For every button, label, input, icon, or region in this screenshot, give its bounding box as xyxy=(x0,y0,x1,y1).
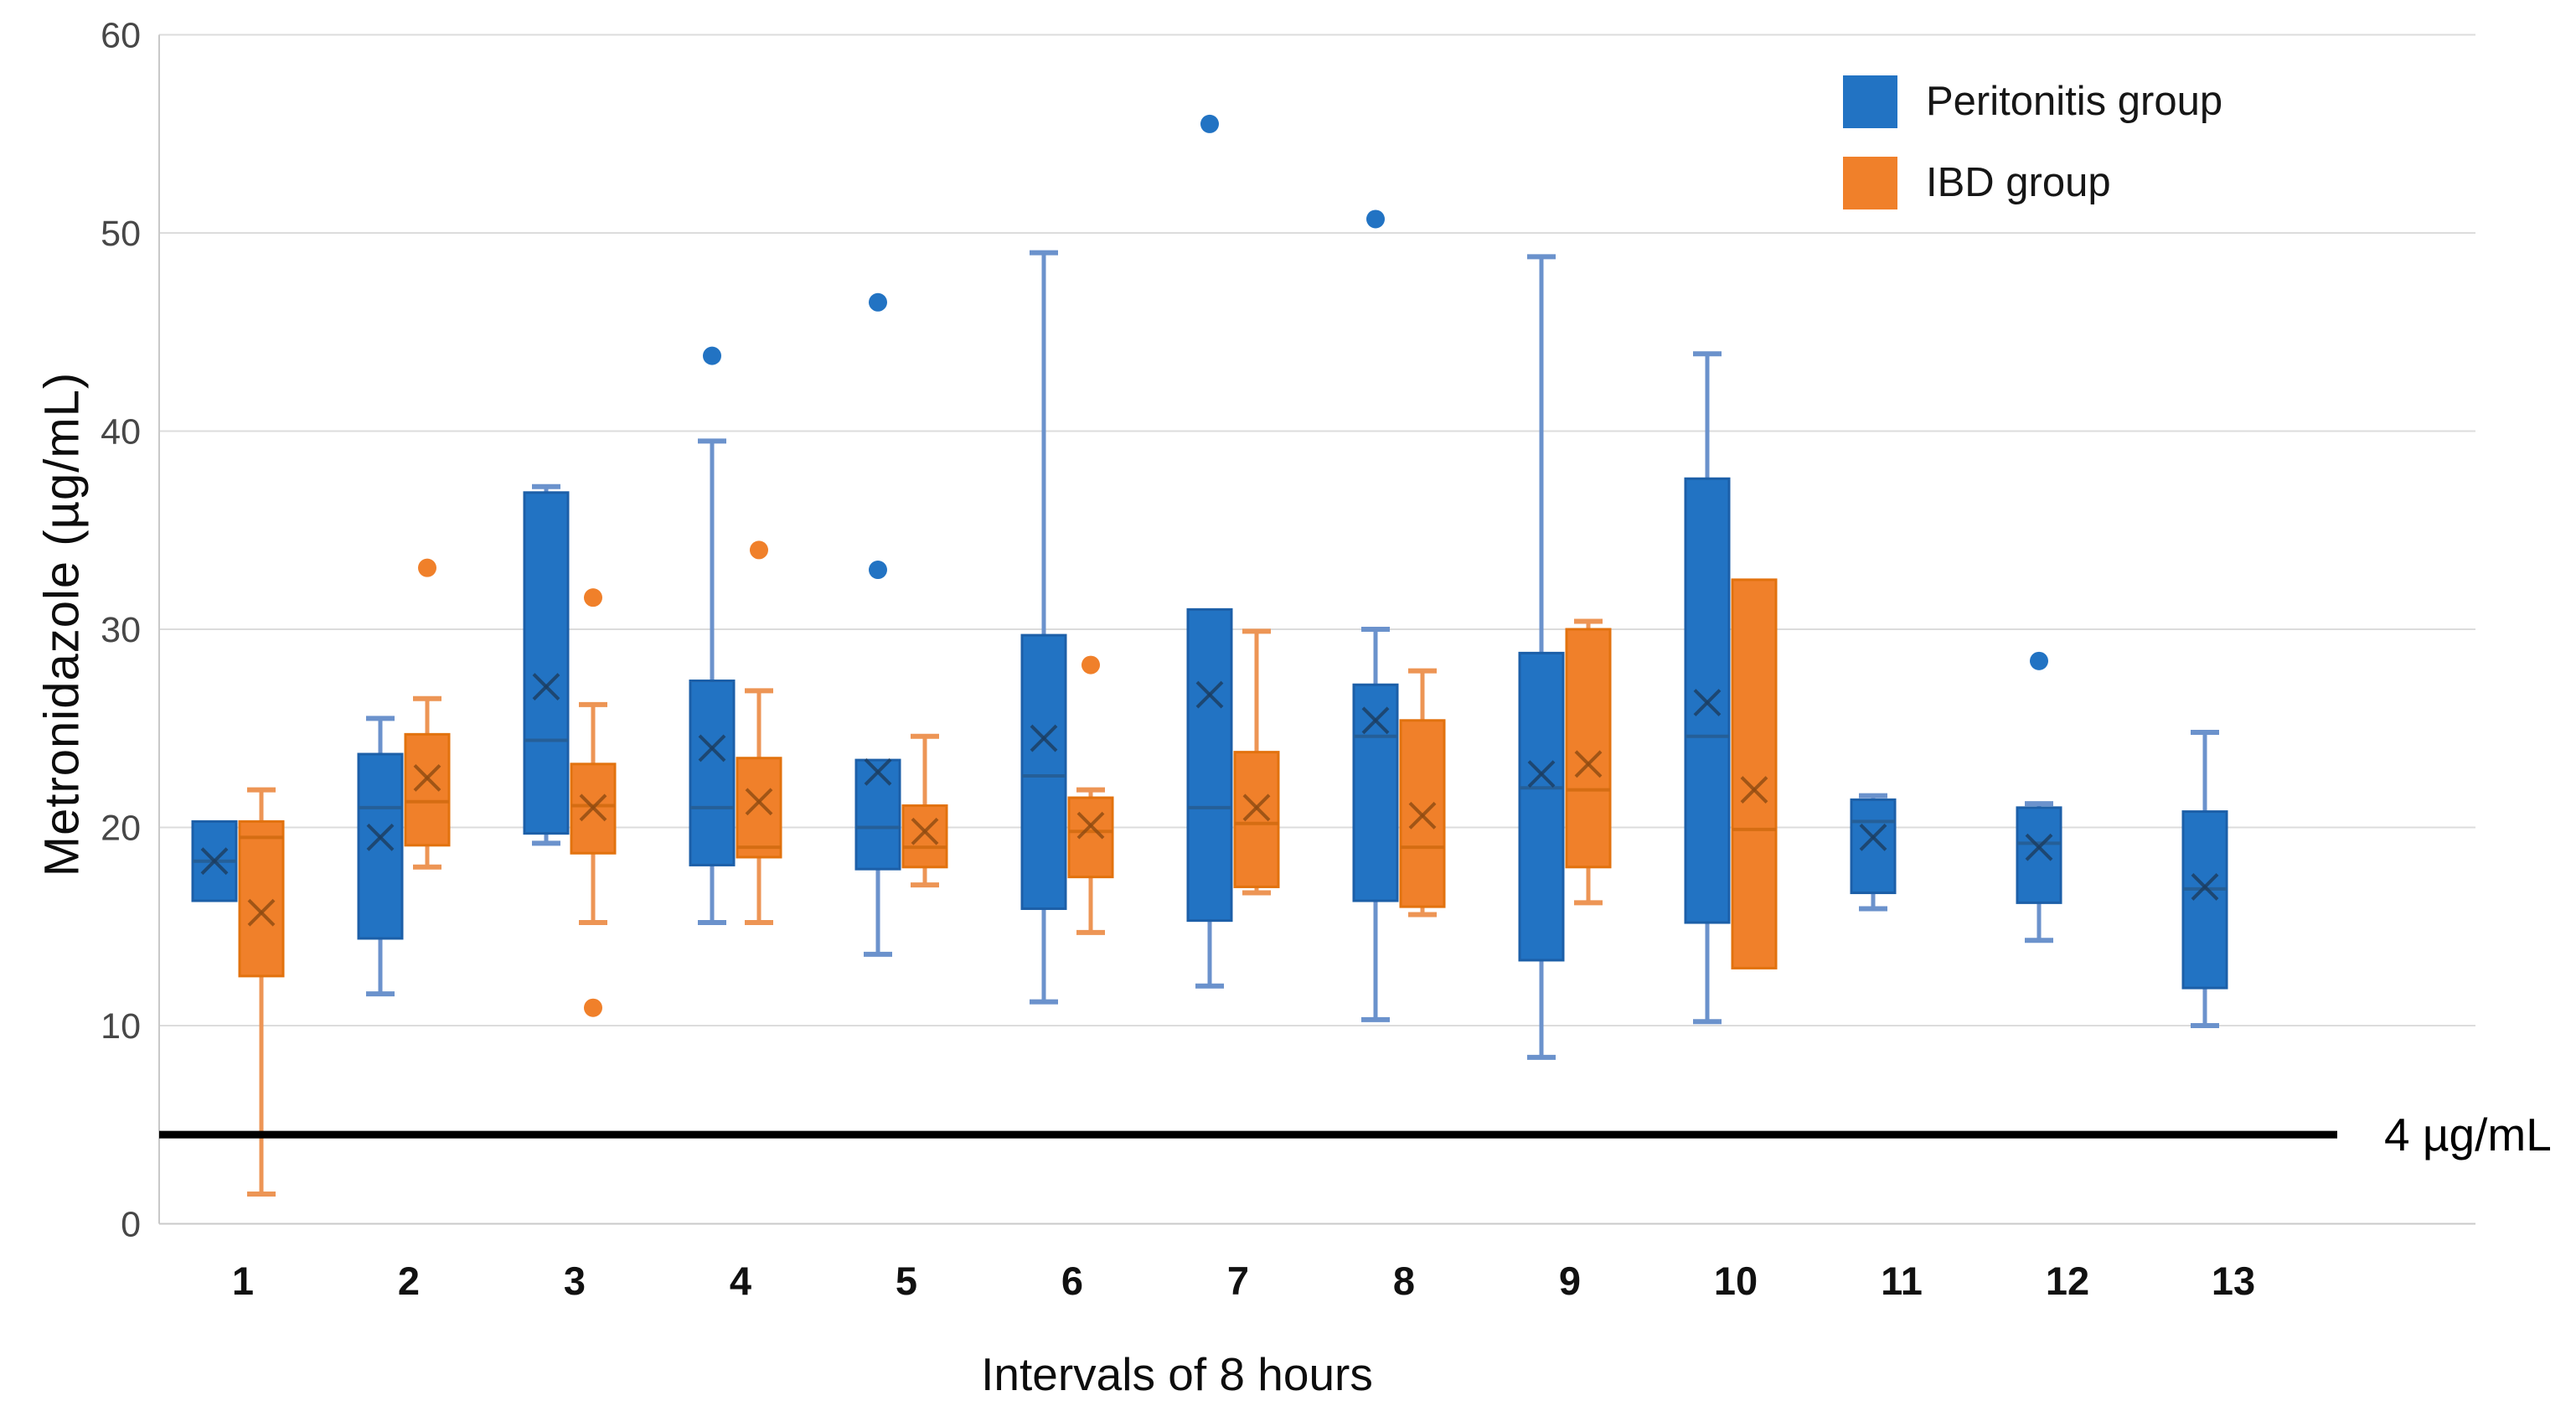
box-series0-cat7 xyxy=(1186,607,1233,923)
mean-marker-series0-cat11 xyxy=(1859,823,1887,851)
outlier-dot-series1-cat3 xyxy=(584,998,602,1017)
box-series1-cat1 xyxy=(238,819,285,978)
box-series0-cat3 xyxy=(523,491,570,835)
mean-marker-series1-cat9 xyxy=(1574,750,1603,778)
box-series1-cat5 xyxy=(901,804,948,869)
mean-marker-series0-cat5 xyxy=(864,757,892,786)
x-tick-label: 13 xyxy=(2212,1259,2255,1303)
ibd-swatch-icon xyxy=(1843,157,1897,209)
outlier-dot-series0-cat7 xyxy=(1200,114,1219,133)
box-series0-cat12 xyxy=(2016,806,2062,904)
mean-marker-series1-cat3 xyxy=(579,794,607,822)
box-series0-cat13 xyxy=(2181,810,2228,990)
outlier-dot-series1-cat3 xyxy=(584,588,602,607)
mean-marker-series0-cat4 xyxy=(698,734,726,763)
mean-marker-series0-cat1 xyxy=(200,847,229,876)
x-tick-label: 11 xyxy=(1881,1259,1923,1303)
x-tick-label: 10 xyxy=(1714,1259,1758,1303)
box-series1-cat6 xyxy=(1067,796,1114,879)
y-tick-label: 10 xyxy=(101,1006,141,1047)
mean-marker-series1-cat7 xyxy=(1242,794,1271,822)
y-tick-label: 20 xyxy=(101,809,141,849)
box-series1-cat7 xyxy=(1233,751,1280,888)
mean-marker-series0-cat9 xyxy=(1527,760,1556,788)
mean-marker-series1-cat4 xyxy=(745,788,773,816)
box-series1-cat9 xyxy=(1565,628,1612,869)
y-tick-label: 0 xyxy=(121,1205,141,1245)
mean-marker-series0-cat10 xyxy=(1693,689,1722,716)
outlier-dot-series1-cat6 xyxy=(1082,655,1100,675)
threshold-label: 4 µg/mL xyxy=(2384,1109,2552,1161)
x-tick-label: 6 xyxy=(1061,1259,1083,1303)
mean-marker-series0-cat8 xyxy=(1361,706,1390,735)
outlier-dot-series0-cat5 xyxy=(869,292,887,312)
box-series0-cat5 xyxy=(854,758,901,871)
outlier-dot-series0-cat12 xyxy=(2030,651,2048,670)
legend-item-peritonitis: Peritonitis group xyxy=(1843,75,2222,128)
x-tick-label: 8 xyxy=(1393,1259,1415,1303)
mean-marker-series1-cat8 xyxy=(1408,801,1437,830)
outlier-dot-series0-cat5 xyxy=(869,561,887,580)
legend-label: IBD group xyxy=(1926,160,2111,205)
legend-item-ibd: IBD group xyxy=(1843,157,2222,209)
x-tick-label: 1 xyxy=(232,1259,254,1303)
box-series1-cat10 xyxy=(1731,578,1778,969)
legend-label: Peritonitis group xyxy=(1926,79,2223,124)
box-series0-cat8 xyxy=(1352,683,1399,902)
mean-marker-series1-cat10 xyxy=(1740,776,1768,804)
x-tick-label: 7 xyxy=(1227,1259,1249,1303)
box-series1-cat2 xyxy=(404,732,451,847)
outlier-dot-series1-cat4 xyxy=(750,540,768,560)
mean-marker-series1-cat5 xyxy=(911,817,939,845)
box-series0-cat11 xyxy=(1850,798,1897,895)
x-tick-label: 3 xyxy=(564,1259,586,1303)
y-axis-title: Metronidazole (µg/mL) xyxy=(34,371,90,877)
x-tick-label: 4 xyxy=(730,1259,751,1303)
mean-marker-series0-cat13 xyxy=(2191,873,2219,901)
mean-marker-series1-cat1 xyxy=(247,898,276,927)
box-series0-cat9 xyxy=(1518,651,1565,962)
mean-marker-series0-cat12 xyxy=(2025,833,2053,861)
x-axis-title: Intervals of 8 hours xyxy=(981,1348,1373,1400)
y-tick-label: 40 xyxy=(101,412,141,452)
y-tick-label: 60 xyxy=(101,16,141,56)
mean-marker-series1-cat6 xyxy=(1076,811,1105,840)
box-series0-cat2 xyxy=(357,752,404,940)
mean-marker-series0-cat2 xyxy=(366,823,395,851)
outlier-dot-series0-cat8 xyxy=(1366,209,1385,229)
outlier-dot-series1-cat2 xyxy=(418,558,436,577)
y-tick-label: 50 xyxy=(101,214,141,254)
x-tick-label: 9 xyxy=(1559,1259,1581,1303)
peritonitis-swatch-icon xyxy=(1843,75,1897,128)
mean-marker-series0-cat7 xyxy=(1195,680,1224,709)
mean-marker-series1-cat2 xyxy=(413,763,441,792)
box-series0-cat6 xyxy=(1020,633,1067,910)
box-series1-cat4 xyxy=(736,757,782,859)
mean-marker-series0-cat3 xyxy=(532,673,560,700)
x-tick-label: 5 xyxy=(896,1259,917,1303)
box-series0-cat4 xyxy=(689,679,736,866)
x-tick-label: 12 xyxy=(2046,1259,2089,1303)
mean-marker-series0-cat6 xyxy=(1030,724,1058,752)
x-tick-label: 2 xyxy=(398,1259,420,1303)
outlier-dot-series0-cat4 xyxy=(703,346,721,365)
y-tick-label: 30 xyxy=(101,610,141,650)
legend: Peritonitis group IBD group xyxy=(1843,75,2222,209)
